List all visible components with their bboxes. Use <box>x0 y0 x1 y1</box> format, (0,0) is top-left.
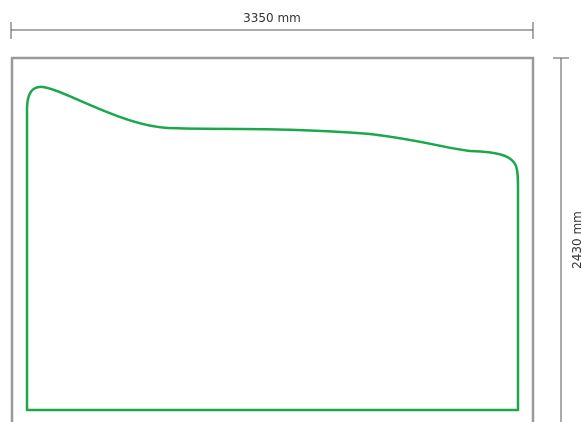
width-dimension: 3350 mm <box>10 11 534 39</box>
height-dimension: 2430 mm <box>553 57 582 422</box>
cut-shape-outline <box>25 85 520 412</box>
sheet-frame <box>10 56 535 422</box>
width-label: 3350 mm <box>243 11 301 25</box>
height-label: 2430 mm <box>570 211 582 269</box>
